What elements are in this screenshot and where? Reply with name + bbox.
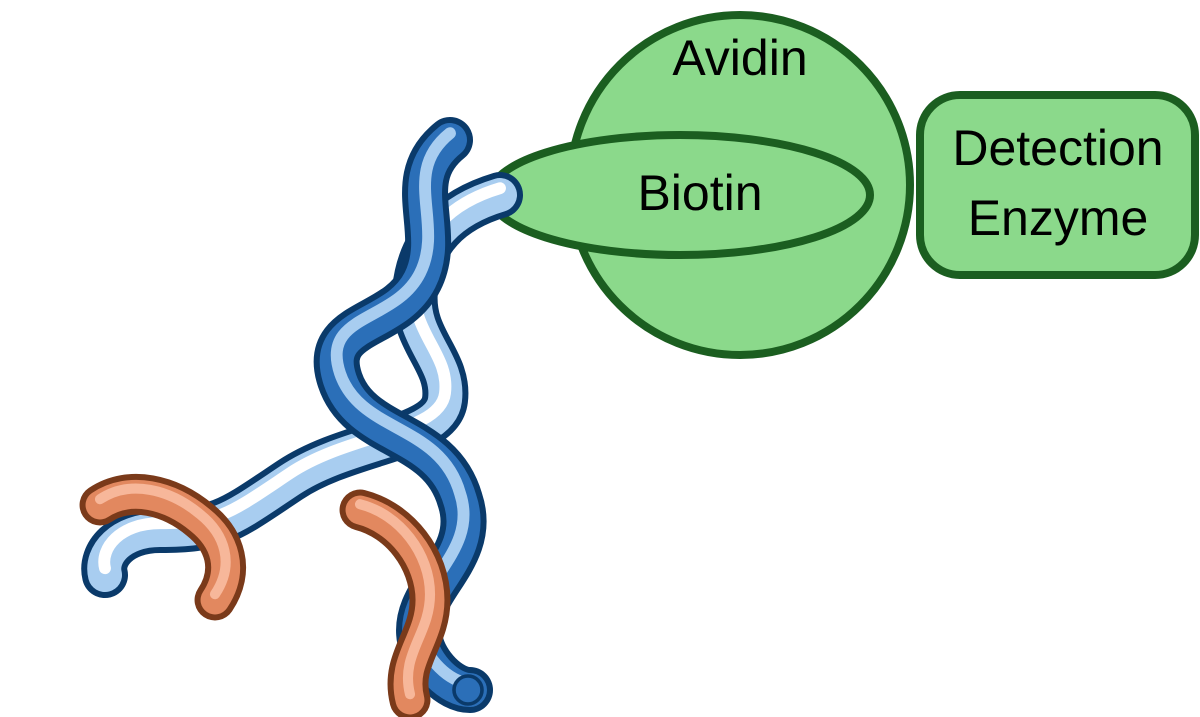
enzyme-label-line1: Detection	[952, 120, 1163, 176]
avidin-label: Avidin	[672, 30, 807, 86]
biotin-label: Biotin	[637, 165, 762, 221]
enzyme-label-line2: Enzyme	[968, 190, 1149, 246]
antibody	[100, 133, 500, 704]
chain-tip-dot	[454, 676, 482, 704]
light-chain-2	[360, 504, 430, 700]
diagram-canvas: Avidin Biotin Detection Enzyme	[0, 0, 1200, 717]
